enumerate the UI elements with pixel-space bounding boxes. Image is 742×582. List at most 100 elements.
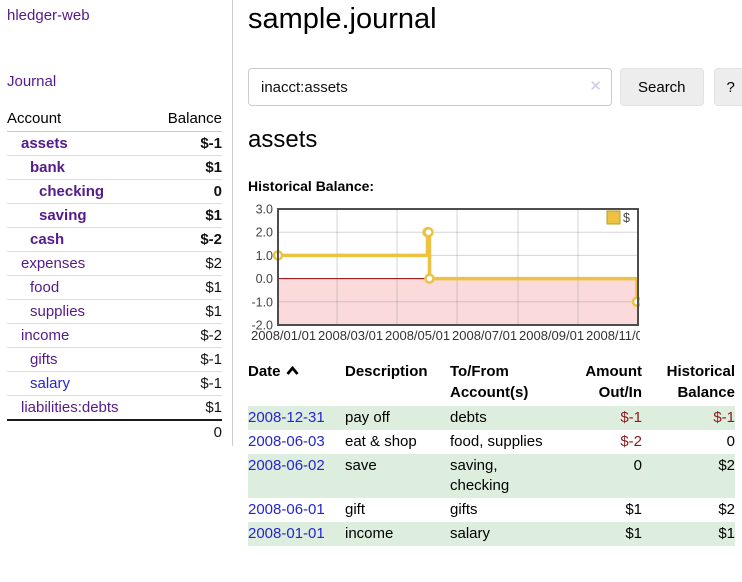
svg-text:2008/07/01: 2008/07/01 (452, 328, 517, 343)
sidebar: hledger-web Journal Account Balance asse… (0, 0, 233, 446)
svg-text:3.0: 3.0 (256, 203, 273, 217)
svg-text:2.0: 2.0 (256, 226, 273, 240)
svg-text:$: $ (623, 211, 630, 225)
svg-text:2008/11/01: 2008/11/01 (586, 328, 640, 343)
account-link[interactable]: bank (30, 159, 66, 176)
account-link[interactable]: expenses (21, 255, 86, 272)
account-balance: $1 (151, 203, 222, 228)
description-cell: income (345, 525, 394, 542)
svg-text:1.0: 1.0 (256, 249, 273, 263)
balance-cell: $1 (718, 525, 735, 542)
account-balance: $-1 (151, 371, 222, 396)
sidebar-inner: hledger-web Journal Account Balance asse… (0, 0, 233, 446)
amount-cell: $1 (625, 525, 642, 542)
account-balance: $1 (151, 299, 222, 324)
account-row: income $-2 (7, 323, 222, 348)
account-row: salary $-1 (7, 371, 222, 396)
svg-text:0.0: 0.0 (256, 272, 273, 286)
accounts-cell: salary (450, 525, 491, 542)
description-cell: save (345, 457, 377, 474)
account-link[interactable]: assets (21, 135, 68, 152)
date-link[interactable]: 2008-01-01 (248, 525, 325, 542)
amount-cell: $-1 (620, 409, 642, 426)
account-row: checking 0 (7, 179, 222, 204)
date-link[interactable]: 2008-12-31 (248, 409, 325, 426)
account-column-header: Account (7, 108, 152, 132)
account-balance: $1 (151, 395, 222, 420)
description-cell: pay off (345, 409, 390, 426)
search-button[interactable]: Search (620, 68, 704, 106)
account-balance: $2 (151, 251, 222, 276)
account-balance: $1 (151, 155, 222, 180)
balance-column-header: Balance (151, 108, 222, 132)
page-title: sample.journal (248, 3, 437, 35)
chart-title: Historical Balance: (248, 178, 375, 194)
description-cell: eat & shop (345, 433, 417, 450)
historical-balance-column-header: Historical Balance (666, 363, 735, 401)
account-balance: $-1 (200, 135, 222, 152)
svg-text:2008/01/01: 2008/01/01 (251, 328, 316, 343)
account-link[interactable]: salary (30, 375, 71, 392)
balance-cell: 0 (726, 433, 735, 450)
register-row: 2008-01-01 income salary $1 $1 (248, 522, 735, 546)
journal-nav-link[interactable]: Journal (7, 73, 57, 90)
account-row: bank $1 (7, 155, 222, 180)
date-link[interactable]: 2008-06-02 (248, 457, 325, 474)
account-balance: $-2 (151, 227, 222, 252)
amount-cell: $-2 (620, 433, 642, 450)
balance-cell: $2 (718, 457, 735, 474)
main-content: sample.journal ✕ Search ? assets Histori… (233, 0, 742, 546)
accounts-table: Account Balance assets $-1 bank $1 check… (7, 108, 222, 444)
account-balance: 0 (151, 179, 222, 204)
date-column-header[interactable]: Date (248, 361, 345, 406)
account-row: cash $-2 (7, 227, 222, 252)
register-row: 2008-12-31 pay off debts $-1 $-1 (248, 406, 735, 430)
account-balance: $-1 (151, 347, 222, 372)
svg-text:-2.0: -2.0 (251, 319, 273, 333)
accounts-cell: debts (450, 409, 487, 426)
register-row: 2008-06-02 save saving, checking 0 $2 (248, 454, 735, 498)
amount-cell: $1 (625, 501, 642, 518)
help-button[interactable]: ? (713, 68, 742, 106)
search-input-wrap: ✕ (248, 68, 612, 106)
account-link[interactable]: cash (30, 231, 65, 248)
account-page-title: assets (248, 126, 318, 153)
account-row: expenses $2 (7, 251, 222, 276)
account-row: assets $-1 (7, 132, 222, 156)
account-link[interactable]: liabilities:debts (21, 399, 119, 416)
account-row: supplies $1 (7, 299, 222, 324)
account-link[interactable]: income (21, 327, 70, 344)
register-row: 2008-06-03 eat & shop food, supplies $-2… (248, 430, 735, 454)
accounts-total: 0 (151, 419, 222, 444)
accounts-cell: gifts (450, 501, 478, 518)
svg-text:2008/03/01: 2008/03/01 (318, 328, 383, 343)
register-table: Date Description To/From Account(s) Amou… (248, 361, 735, 546)
description-column-header: Description (345, 363, 428, 380)
accounts-cell: food, supplies (450, 433, 543, 450)
date-link[interactable]: 2008-06-03 (248, 433, 325, 450)
clear-search-icon[interactable]: ✕ (589, 78, 602, 95)
chart-wrap: 3.0 2.0 1.0 0.0 -1.0 -2.0 2008/01/01 2008/03/01… (248, 203, 742, 345)
account-link[interactable]: supplies (30, 303, 86, 320)
account-link[interactable]: food (30, 279, 60, 296)
search-input[interactable] (248, 68, 612, 106)
balance-cell: $2 (718, 501, 735, 518)
register-row: 2008-06-01 gift gifts $1 $2 (248, 498, 735, 522)
account-row: gifts $-1 (7, 347, 222, 372)
balance-cell: $-1 (713, 409, 735, 426)
amount-column-header: Amount Out/In (585, 363, 642, 401)
svg-text:-1.0: -1.0 (251, 295, 273, 309)
search-form: ✕ Search ? (248, 68, 742, 106)
accounts-total-row: 0 (7, 419, 222, 444)
description-cell: gift (345, 501, 366, 518)
app-title-link[interactable]: hledger-web (7, 7, 90, 24)
account-row: food $1 (7, 275, 222, 300)
svg-text:2008/05/01: 2008/05/01 (385, 328, 450, 343)
date-link[interactable]: 2008-06-01 (248, 501, 325, 518)
amount-cell: 0 (633, 457, 642, 474)
account-link[interactable]: saving (39, 207, 87, 224)
account-link[interactable]: gifts (30, 351, 58, 368)
account-link[interactable]: checking (39, 183, 105, 200)
svg-text:2008/09/01: 2008/09/01 (519, 328, 584, 343)
